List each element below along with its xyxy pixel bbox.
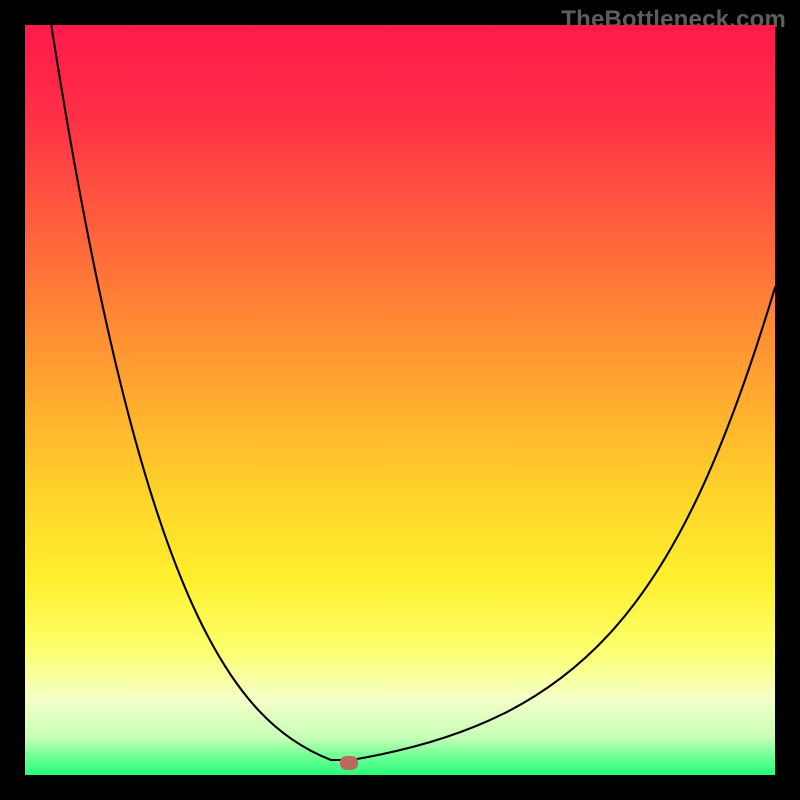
- chart-frame: TheBottleneck.com: [0, 0, 800, 800]
- curve-left: [51, 25, 331, 760]
- bottleneck-curve: [25, 25, 775, 775]
- plot-area: [25, 25, 775, 775]
- curve-right: [351, 288, 775, 761]
- optimal-point-marker: [340, 756, 358, 770]
